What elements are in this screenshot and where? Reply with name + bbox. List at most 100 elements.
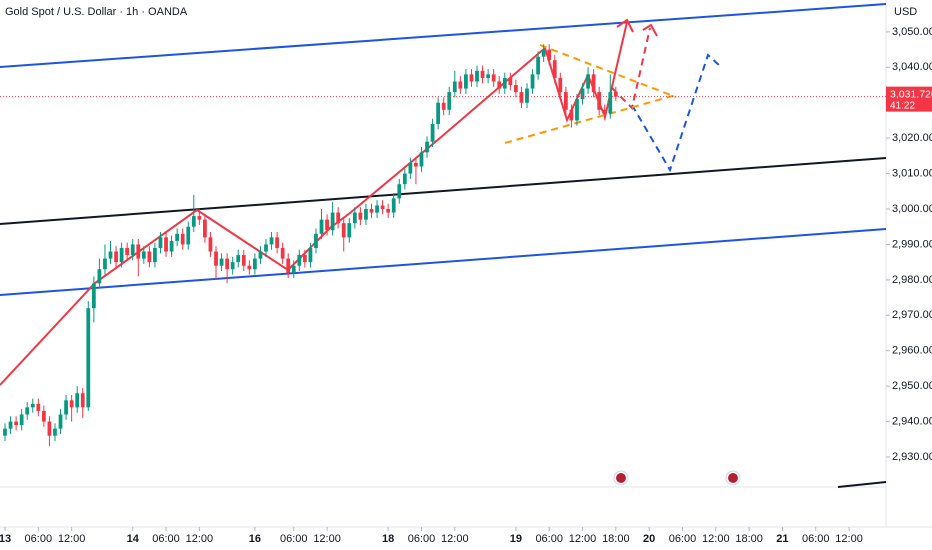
candle-body (391, 198, 396, 213)
x-tick-label: 06:00 (408, 533, 436, 545)
candle-body (547, 49, 552, 61)
candle-body (586, 74, 590, 89)
candle-body (280, 247, 285, 259)
candle-body (25, 407, 30, 415)
candle-body (186, 226, 191, 245)
last-price-box (886, 86, 932, 112)
candle-body (352, 212, 357, 224)
candle-body (297, 255, 302, 266)
candle-body (14, 421, 18, 426)
candle-body (253, 258, 257, 270)
x-tick-label: 12:00 (835, 533, 863, 545)
projection-blue (631, 53, 721, 173)
candle-body (75, 393, 80, 408)
candle-body (508, 77, 513, 86)
candle-body (269, 237, 274, 245)
candle-body (369, 209, 374, 213)
candle-body (375, 205, 379, 213)
candle-body (203, 219, 207, 238)
y-tick-label: 3,040.000 (892, 61, 932, 73)
candle-body (86, 308, 91, 408)
candle-body (602, 109, 607, 114)
candle-body (3, 428, 7, 436)
candle-body (502, 77, 507, 89)
candle-body (175, 233, 180, 241)
candle-body (491, 74, 496, 82)
y-tick-label: 3,020.000 (892, 132, 932, 144)
candle-body (208, 237, 213, 252)
candle-body (541, 49, 546, 57)
candle-body (414, 162, 418, 167)
candle-body (103, 258, 107, 270)
candle-body (408, 162, 413, 174)
candle-body (341, 223, 346, 238)
candle-body (64, 400, 68, 415)
candle-body (136, 244, 141, 259)
candle-body (225, 258, 230, 270)
y-tick-label: 2,960.000 (892, 345, 932, 357)
trend-line (837, 481, 887, 488)
countdown: 41:22 (890, 100, 915, 111)
candle-body (147, 251, 152, 263)
candle-body (247, 265, 252, 270)
candle-body (364, 209, 368, 220)
candle-body (80, 393, 85, 408)
candle-body (536, 56, 540, 75)
candle-body (241, 255, 246, 266)
candle-body (469, 74, 474, 82)
candle-body (525, 88, 529, 103)
candle-body (319, 219, 324, 234)
candle-body (30, 403, 35, 408)
candle-body (230, 262, 235, 270)
x-tick-label: 13 (0, 533, 11, 545)
axis-unit: USD (894, 6, 917, 18)
candle-body (8, 421, 13, 429)
candle-body (180, 233, 185, 245)
projection-red (611, 27, 651, 110)
candle-body (558, 77, 563, 93)
event-flag (728, 473, 738, 483)
candle-body (480, 70, 485, 78)
candle-body (358, 212, 363, 220)
x-tick-label: 12:00 (441, 533, 469, 545)
x-tick-label: 06:00 (669, 533, 697, 545)
candle-body (164, 237, 168, 252)
y-tick-label: 3,050.000 (892, 26, 932, 38)
candle-body (191, 216, 196, 227)
triangle-upper (539, 44, 677, 98)
candle-body (597, 92, 602, 110)
candle-body (275, 237, 279, 248)
channel-upper (0, 3, 887, 68)
candle-body (441, 102, 446, 110)
candle-body (575, 99, 579, 121)
candle-body (119, 247, 124, 263)
x-tick-label: 18 (382, 533, 394, 545)
candle-body (19, 414, 24, 426)
x-tick-label: 06:00 (802, 533, 830, 545)
candle-body (430, 123, 435, 142)
candle-body (569, 109, 574, 121)
candle-body (530, 74, 535, 89)
x-tick-label: 19 (510, 533, 522, 545)
candle-body (169, 240, 174, 252)
arrow-head (616, 18, 634, 33)
candle-body (402, 173, 407, 185)
chart-title: Gold Spot / U.S. Dollar · 1h · OANDA (5, 6, 188, 18)
candle-body (397, 184, 402, 199)
x-tick-label: 12:00 (569, 533, 597, 545)
candle-body (41, 410, 46, 422)
candle-body (153, 247, 157, 263)
x-tick-label: 18:00 (735, 533, 763, 545)
candle-body (425, 141, 429, 153)
x-tick-label: 12:00 (58, 533, 86, 545)
candle-body (513, 85, 518, 93)
candle-body (286, 258, 291, 273)
candle-body (158, 237, 163, 248)
candle-body (130, 244, 135, 256)
y-tick-label: 2,970.000 (892, 309, 932, 321)
triangle-lower (504, 94, 677, 144)
candle-body (69, 400, 74, 408)
y-tick-label: 3,000.000 (892, 203, 932, 215)
candle-body (419, 152, 424, 167)
